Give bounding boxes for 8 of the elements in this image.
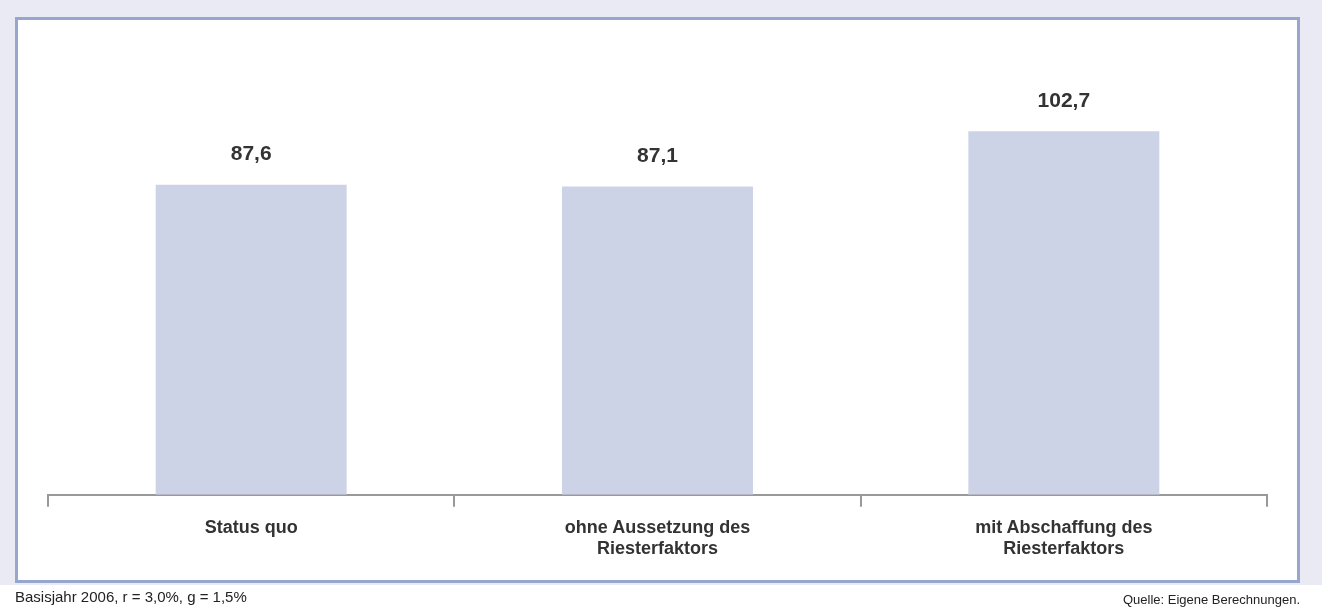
x-tick-label: Status quo — [204, 516, 298, 537]
data-label: 87,6 — [230, 140, 272, 164]
data-label: 87,1 — [637, 142, 679, 166]
text: Basisjahr 2006, r = 3,0%, g = 1,5% — [15, 588, 247, 605]
x-tick-label: ohne Aussetzung des Riesterfaktors — [564, 516, 751, 559]
data-label: 102,7 — [1037, 87, 1091, 111]
source-note: Quelle: Eigene Berechnungen. — [1122, 592, 1300, 607]
x-tick-label: mit Abschaffung des Riesterfaktors — [975, 516, 1153, 559]
